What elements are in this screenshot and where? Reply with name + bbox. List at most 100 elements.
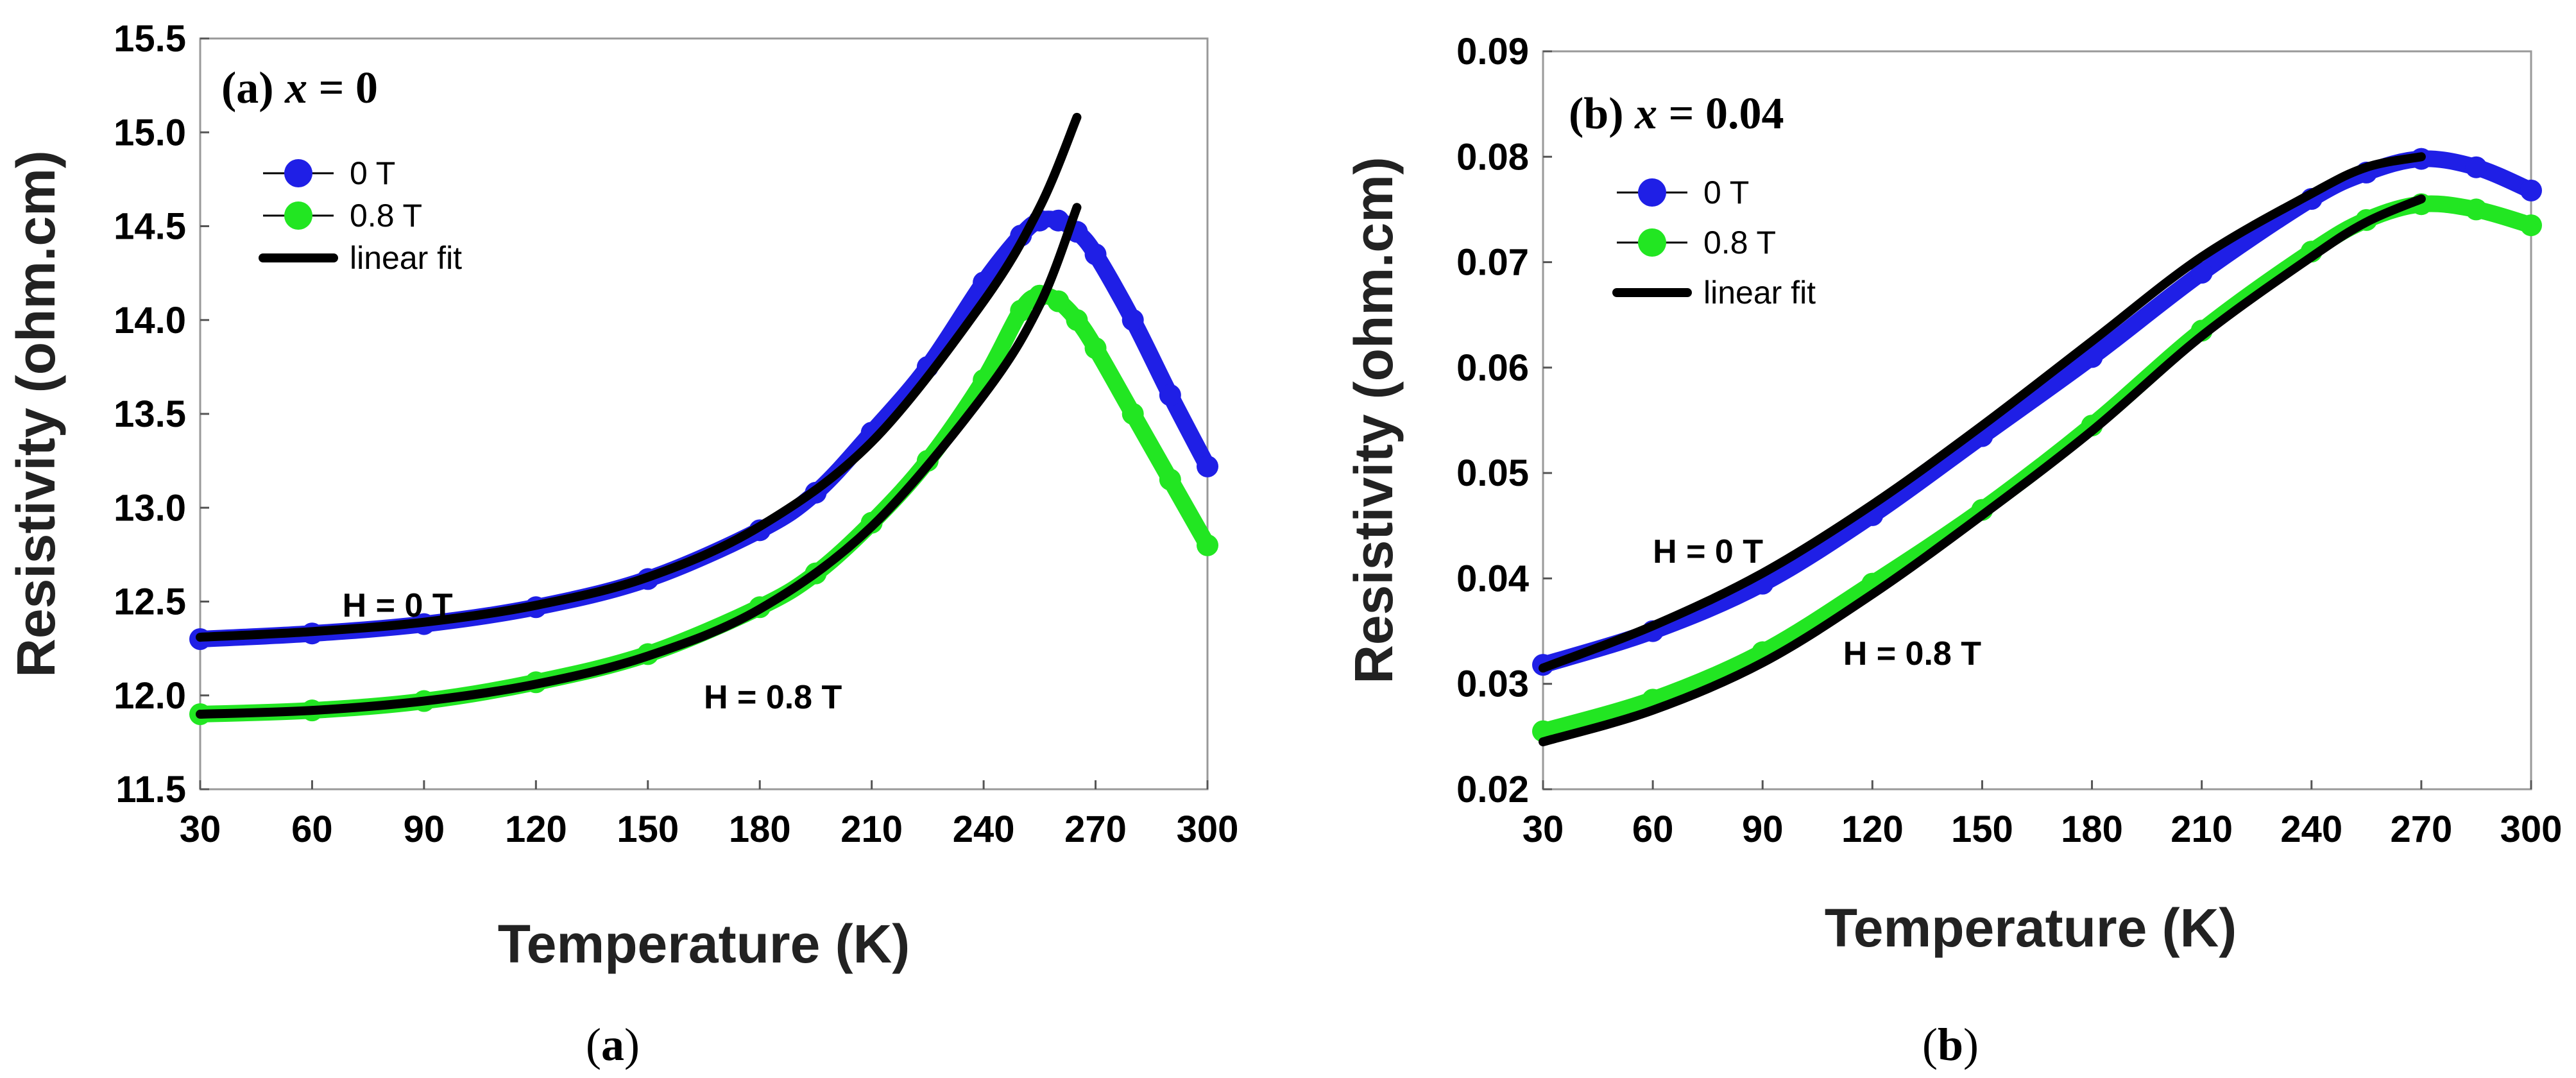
plot-frame-a	[199, 37, 1209, 791]
y-tick-label: 14.5	[114, 206, 186, 248]
y-tick-label: 12.5	[114, 581, 186, 623]
data-point	[1084, 243, 1107, 266]
data-point	[1066, 309, 1088, 331]
legend-label: 0 T	[350, 155, 395, 191]
x-tick-label: 90	[404, 809, 445, 850]
data-point	[1197, 455, 1218, 477]
y-tick-label: 15.5	[114, 18, 186, 60]
y-tick-label: 0.03	[1456, 663, 1529, 705]
y-tick-label: 0.09	[1456, 31, 1529, 73]
x-tick-label: 210	[840, 809, 903, 850]
data-point	[2520, 214, 2542, 237]
curve-annotation: H = 0.8 T	[704, 679, 842, 716]
legend-b: 0 T 0.8 T linear fit	[1612, 175, 1816, 311]
x-tick-label: 60	[291, 809, 333, 850]
caption-b: (b)	[1922, 1019, 1979, 1070]
fit-line	[196, 203, 1082, 719]
y-tick-label: 0.07	[1456, 242, 1529, 284]
y-tick-label: 15.0	[114, 112, 186, 153]
caption-a: (a)	[586, 1019, 640, 1070]
x-tick-label: 270	[2390, 809, 2452, 850]
y-axis-label-a: Resistivity (ohm.cm)	[6, 150, 66, 678]
y-tick-label: 11.5	[115, 769, 186, 810]
x-tick-label: 30	[180, 809, 221, 850]
x-tick-label: 270	[1064, 809, 1127, 850]
y-axis-label-b: Resistivity (ohm.cm)	[1343, 157, 1404, 684]
legend-label: 0 T	[1703, 175, 1749, 210]
series-band-0-T	[1535, 150, 2539, 674]
data-point	[1084, 337, 1107, 359]
legend-marker	[284, 201, 312, 230]
data-point	[1122, 403, 1144, 425]
annotations-a: H = 0 T H = 0.8 T	[343, 587, 842, 716]
legend-marker	[1638, 228, 1666, 257]
x-tick-label: 120	[505, 809, 567, 850]
legend-marker	[284, 159, 312, 187]
x-tick-label: 120	[1841, 809, 1904, 850]
curve-annotation: H = 0.8 T	[1843, 635, 1982, 672]
data-point	[1159, 468, 1181, 491]
y-tick-label: 0.04	[1456, 558, 1529, 599]
data-point	[2190, 262, 2213, 284]
x-ticks-b: 30 60 90 120 150 180 210 240 270 300	[1523, 780, 2563, 850]
y-tick-label: 13.5	[114, 393, 186, 435]
x-tick-label: 240	[2280, 809, 2342, 850]
y-tick-label: 0.08	[1456, 136, 1529, 178]
data-point	[1010, 300, 1032, 322]
x-tick-label: 150	[1951, 809, 2013, 850]
series-b	[1532, 148, 2542, 747]
curve-annotation: H = 0 T	[343, 587, 453, 624]
x-tick-label: 150	[617, 809, 679, 850]
fit-line	[1539, 152, 2426, 673]
series-band-0.8-T	[192, 287, 1216, 723]
x-tick-label: 180	[2061, 809, 2123, 850]
plot-frame-b	[1542, 50, 2532, 791]
fit-line	[196, 112, 1082, 642]
panel-title-b: (b) x = 0.04	[1569, 89, 1784, 139]
y-tick-label: 12.0	[114, 675, 186, 717]
series-band-0-T	[192, 210, 1216, 647]
panel-title-a: (a) x = 0	[221, 64, 378, 113]
x-tick-label: 300	[1177, 809, 1239, 850]
y-tick-label: 0.06	[1456, 347, 1529, 389]
series-a	[189, 112, 1218, 725]
legend-a: 0 T 0.8 T linear fit	[259, 155, 462, 276]
x-axis-label-b: Temperature (K)	[1825, 898, 2237, 958]
y-ticks-a: 11.5 12.0 12.5 13.0 13.5 14.0 14.5 15.0 15.5	[114, 18, 209, 810]
legend-label: linear fit	[350, 240, 462, 276]
y-tick-label: 0.02	[1456, 769, 1529, 810]
x-tick-label: 240	[953, 809, 1015, 850]
annotations-b: H = 0 T H = 0.8 T	[1653, 533, 1981, 672]
x-axis-label-a: Temperature (K)	[498, 914, 910, 974]
y-tick-label: 13.0	[114, 487, 186, 529]
x-tick-label: 210	[2171, 809, 2233, 850]
panel-b: 0.02 0.03 0.04 0.05 0.06 0.07 0.08 0.09 30 60 90 1…	[1343, 31, 2562, 958]
legend-label: 0.8 T	[350, 198, 422, 234]
legend-label: linear fit	[1703, 275, 1816, 311]
data-point	[2465, 156, 2487, 178]
data-point	[1159, 384, 1181, 406]
x-tick-label: 30	[1523, 809, 1564, 850]
data-point	[2465, 198, 2487, 221]
data-point	[1047, 290, 1070, 312]
y-tick-label: 0.05	[1456, 452, 1529, 494]
data-point	[2520, 179, 2542, 201]
data-point	[1122, 309, 1144, 331]
fit-line	[1539, 194, 2426, 747]
y-ticks-b: 0.02 0.03 0.04 0.05 0.06 0.07 0.08 0.09	[1456, 31, 1552, 810]
x-tick-label: 180	[729, 809, 791, 850]
x-tick-label: 90	[1742, 809, 1784, 850]
legend-label: 0.8 T	[1703, 225, 1776, 261]
x-tick-label: 60	[1632, 809, 1674, 850]
series-band-0.8-T	[1535, 195, 2539, 740]
x-ticks-a: 30 60 90 120 150 180 210 240 270 300	[180, 780, 1239, 850]
panel-a: 11.5 12.0 12.5 13.0 13.5 14.0 14.5 15.0 15.5 30 6…	[6, 18, 1238, 974]
data-point	[2081, 346, 2103, 368]
x-tick-label: 300	[2500, 809, 2563, 850]
curve-annotation: H = 0 T	[1653, 533, 1763, 570]
y-tick-label: 14.0	[114, 300, 186, 341]
data-point	[1047, 209, 1070, 232]
legend-marker	[1638, 178, 1666, 207]
data-point	[1197, 534, 1218, 556]
